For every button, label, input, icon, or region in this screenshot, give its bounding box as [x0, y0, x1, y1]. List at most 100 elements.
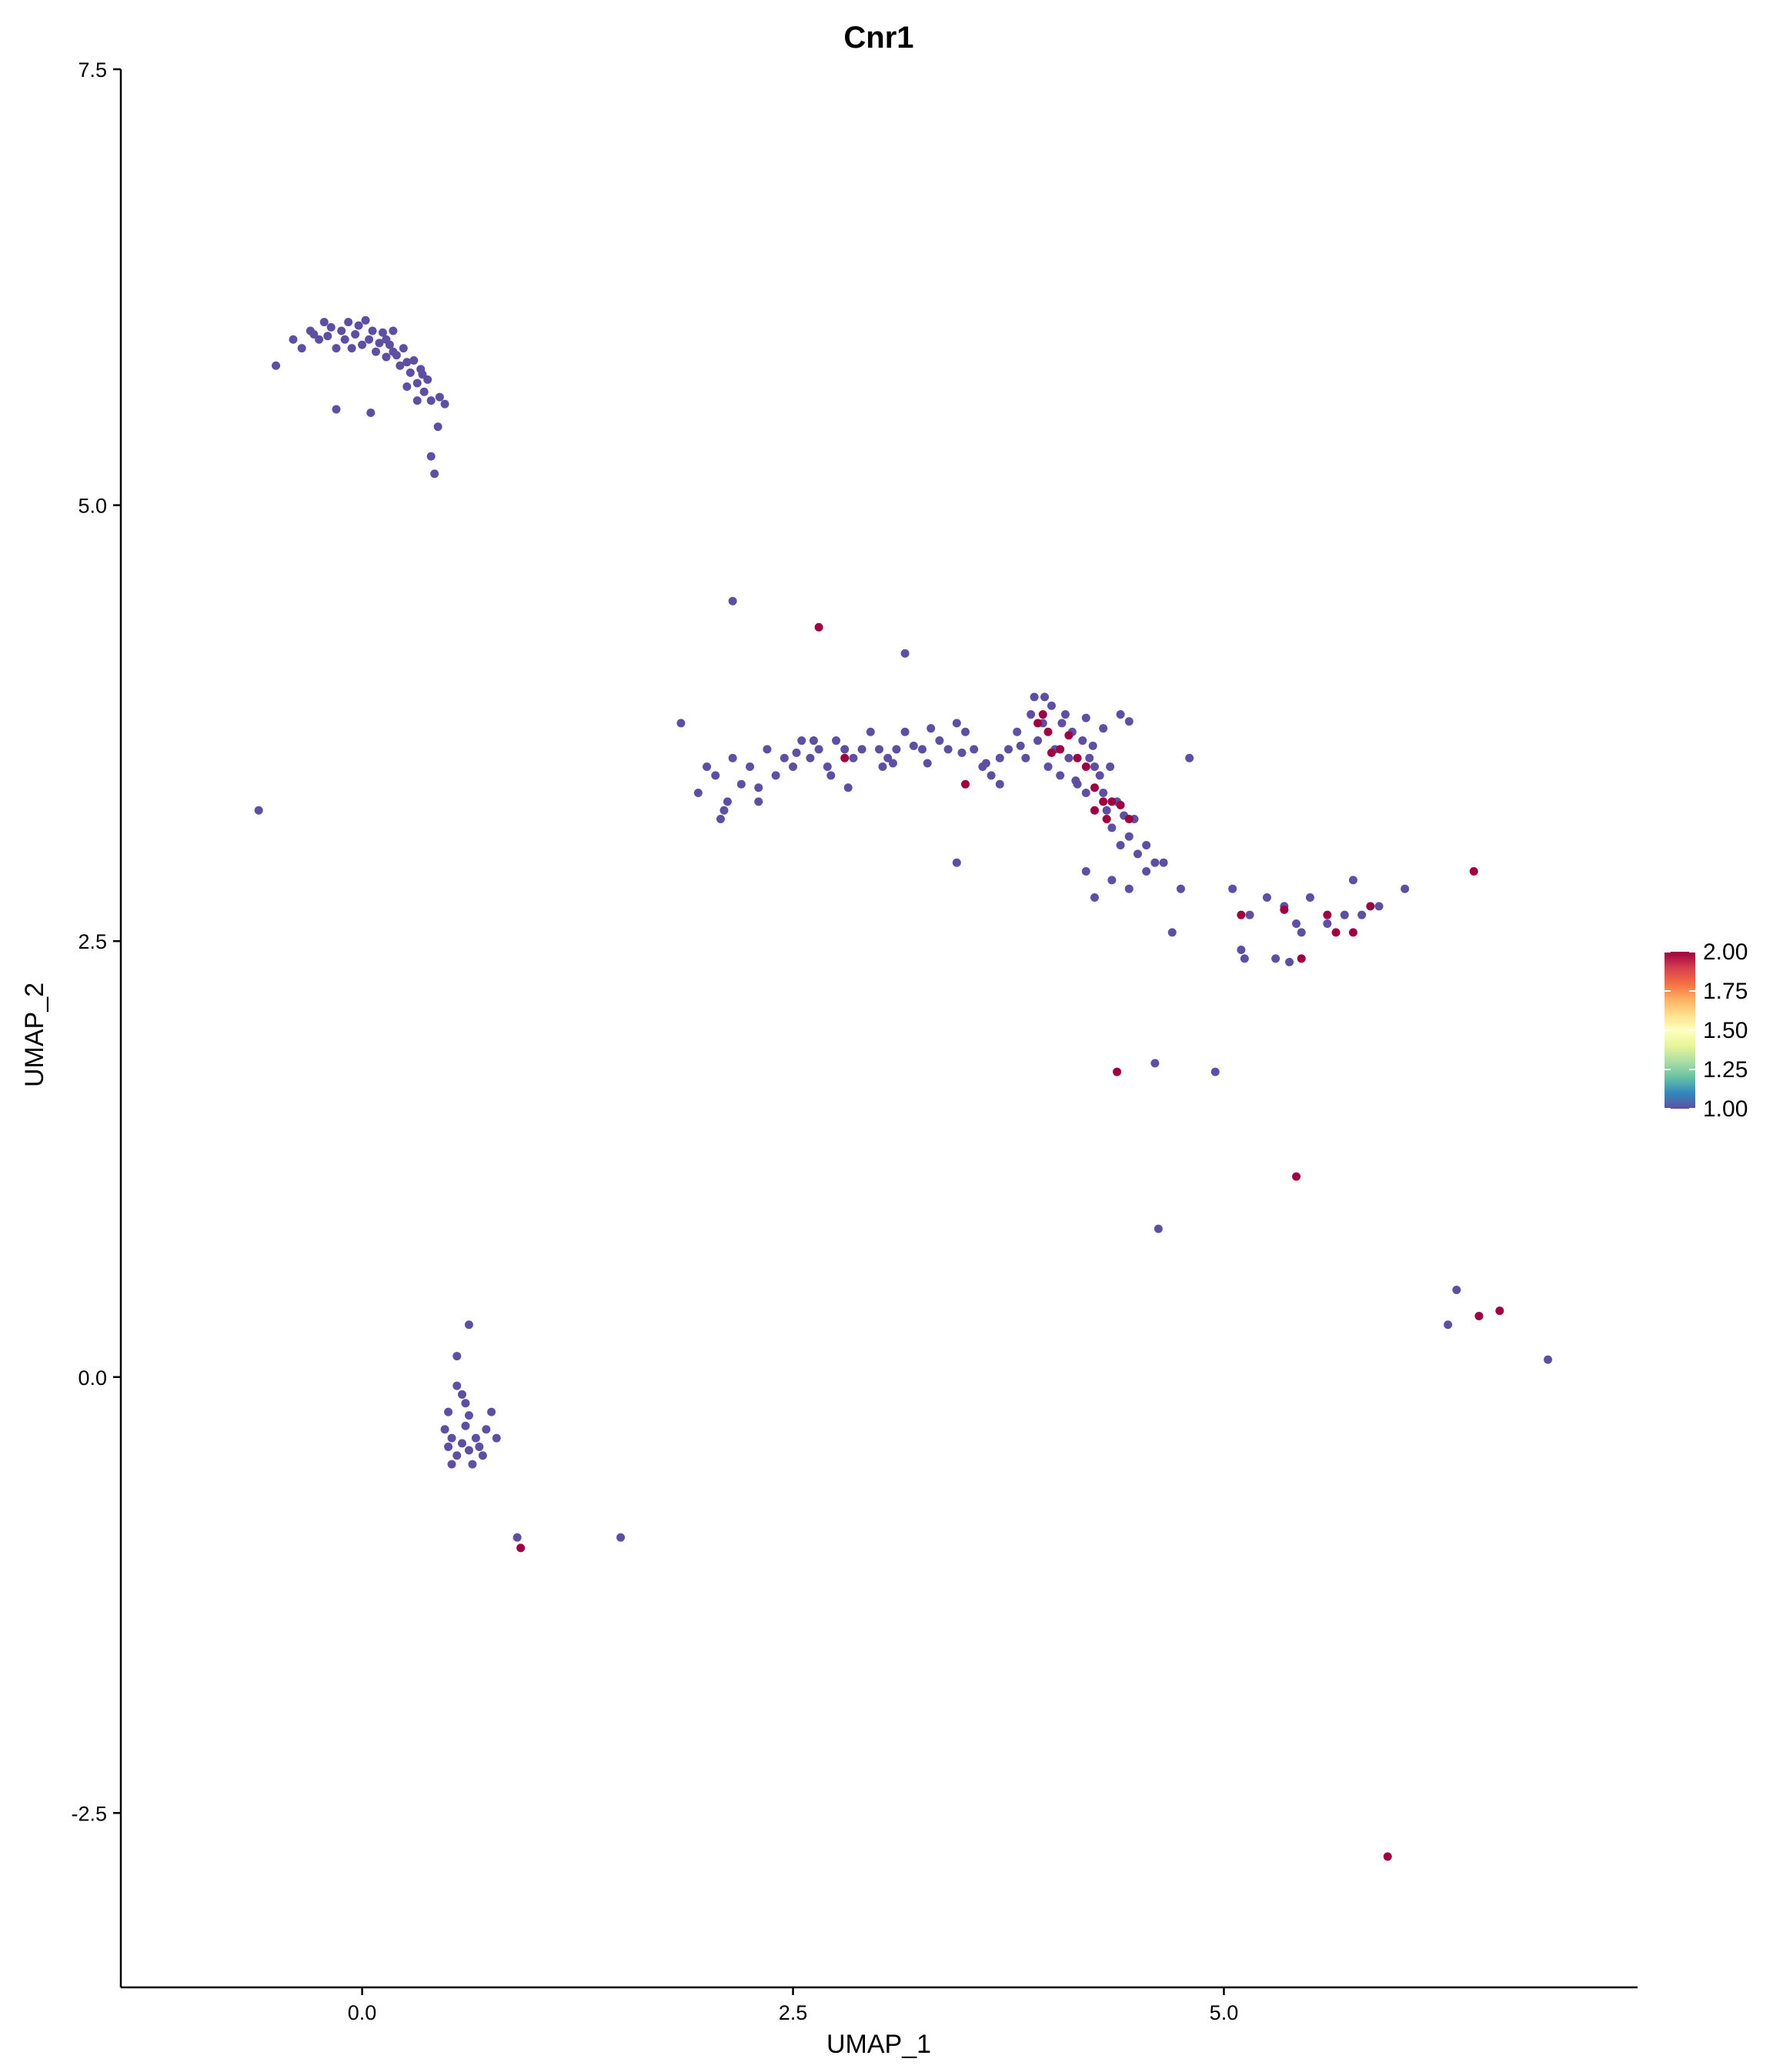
- data-point: [326, 322, 336, 332]
- data-point: [843, 783, 853, 792]
- data-point: [1090, 806, 1099, 815]
- data-point: [1154, 1224, 1163, 1233]
- y-axis-title: UMAP_2: [20, 983, 49, 1087]
- data-point: [1237, 910, 1246, 919]
- colorbar-legend: 1.00 1.25 1.50 1.75 2.00: [1664, 939, 1748, 1122]
- data-point: [1150, 858, 1160, 867]
- data-point: [1043, 762, 1053, 772]
- data-point: [371, 347, 380, 356]
- data-point: [1383, 1852, 1392, 1861]
- data-point: [676, 719, 686, 728]
- data-point: [396, 361, 405, 370]
- x-tick-label: 2.5: [779, 2001, 808, 2024]
- data-point: [1452, 1285, 1461, 1294]
- data-point: [478, 1451, 487, 1460]
- data-point: [315, 335, 324, 344]
- data-point: [1323, 910, 1332, 919]
- data-point: [1073, 753, 1082, 762]
- data-point: [1106, 762, 1115, 772]
- data-point: [1124, 815, 1134, 824]
- data-point: [475, 1442, 484, 1451]
- data-point: [1056, 745, 1065, 754]
- data-point: [412, 379, 422, 388]
- data-point: [309, 329, 319, 339]
- data-point: [952, 858, 961, 867]
- data-point: [1116, 841, 1125, 850]
- data-point: [452, 1381, 462, 1390]
- colorbar-tick-label: 1.00: [1703, 1096, 1748, 1122]
- data-point: [927, 724, 936, 733]
- data-point: [1030, 692, 1039, 702]
- data-point: [1474, 1311, 1484, 1320]
- data-point: [1095, 771, 1104, 780]
- data-point: [440, 1425, 449, 1434]
- data-point: [1280, 905, 1289, 914]
- data-point: [616, 1533, 626, 1542]
- data-point: [1331, 928, 1341, 937]
- data-point: [447, 1433, 456, 1443]
- points-layer: [254, 315, 1553, 1861]
- data-point: [389, 326, 398, 335]
- data-point: [1085, 753, 1094, 762]
- x-tick-label: 0.0: [348, 2001, 377, 2024]
- data-point: [1078, 736, 1087, 746]
- data-point: [440, 399, 449, 409]
- data-point: [960, 779, 970, 789]
- data-point: [1038, 710, 1047, 719]
- data-point: [957, 748, 967, 757]
- data-point: [361, 315, 370, 325]
- data-point: [1348, 928, 1357, 937]
- y-tick-label: 2.5: [78, 930, 107, 953]
- data-point: [1099, 724, 1108, 733]
- data-point: [1374, 902, 1384, 911]
- data-point: [1495, 1306, 1504, 1316]
- data-point: [1292, 1172, 1301, 1181]
- data-point: [987, 771, 996, 780]
- data-point: [347, 344, 356, 353]
- y-tick-label: 5.0: [78, 495, 107, 518]
- data-point: [272, 361, 281, 370]
- data-point: [981, 759, 990, 768]
- data-point: [1081, 789, 1090, 798]
- data-point: [1043, 727, 1053, 736]
- data-point: [426, 396, 436, 405]
- data-point: [444, 1442, 453, 1451]
- data-point: [1271, 954, 1280, 963]
- data-point: [763, 745, 772, 754]
- data-point: [1469, 867, 1478, 876]
- data-point: [430, 469, 439, 479]
- data-point: [1090, 762, 1099, 772]
- data-point: [814, 745, 823, 754]
- data-point: [823, 762, 832, 772]
- data-point: [354, 321, 363, 330]
- data-point: [814, 622, 823, 632]
- data-point: [1040, 692, 1050, 702]
- data-point: [736, 779, 746, 789]
- data-point: [464, 1446, 473, 1455]
- data-point: [909, 741, 918, 750]
- data-point: [1133, 849, 1142, 859]
- data-point: [935, 736, 944, 746]
- data-point: [1107, 797, 1117, 806]
- data-point: [344, 318, 353, 327]
- data-point: [1124, 717, 1134, 726]
- data-point: [888, 759, 897, 768]
- colorbar-ticks: 1.00 1.25 1.50 1.75 2.00: [1664, 939, 1748, 1122]
- data-point: [840, 745, 850, 754]
- data-point: [1099, 789, 1108, 798]
- data-point: [382, 352, 391, 362]
- data-point: [1116, 710, 1125, 719]
- y-tick-label: 7.5: [78, 58, 107, 82]
- data-point: [1167, 928, 1177, 937]
- data-point: [1088, 741, 1097, 750]
- data-point: [952, 719, 961, 728]
- data-point: [1081, 713, 1090, 722]
- data-point: [1323, 919, 1332, 929]
- data-point: [340, 335, 349, 344]
- data-point: [792, 748, 801, 757]
- data-point: [1064, 753, 1073, 762]
- plot-title: Cnr1: [843, 21, 913, 55]
- data-point: [728, 596, 737, 606]
- data-point: [457, 1439, 466, 1448]
